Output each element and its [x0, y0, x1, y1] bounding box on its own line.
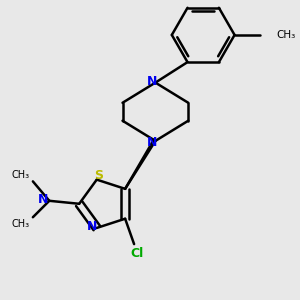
Text: CH₃: CH₃: [276, 30, 296, 40]
Text: N: N: [147, 75, 157, 88]
Text: CH₃: CH₃: [12, 219, 30, 229]
Text: Cl: Cl: [130, 247, 144, 260]
Text: N: N: [87, 220, 98, 233]
Text: S: S: [94, 169, 103, 182]
Text: N: N: [38, 193, 48, 206]
Text: N: N: [147, 136, 157, 149]
Text: CH₃: CH₃: [12, 170, 30, 180]
